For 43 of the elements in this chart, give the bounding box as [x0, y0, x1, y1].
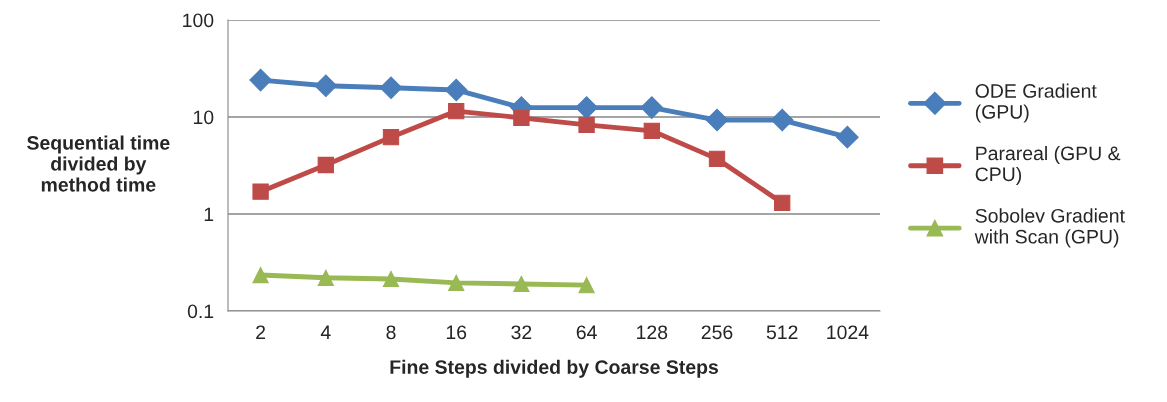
- x-tick-label: 32: [511, 325, 532, 340]
- point: [379, 76, 403, 100]
- x-tick-label: 1024: [827, 325, 869, 340]
- x-tick-label: 4: [320, 325, 331, 339]
- point: [708, 150, 726, 168]
- x-tick-label: 128: [637, 325, 668, 340]
- point: [314, 74, 338, 98]
- point: [643, 122, 660, 139]
- legend-label: ODE Gradient (GPU): [975, 83, 1097, 123]
- point: [774, 194, 791, 212]
- point: [705, 108, 729, 132]
- point: [640, 96, 664, 119]
- x-tick-label: 512: [766, 325, 798, 340]
- point: [444, 78, 468, 102]
- point: [382, 128, 400, 146]
- x-tick-label: 8: [386, 325, 396, 340]
- point: [513, 275, 530, 293]
- point: [448, 102, 465, 120]
- legend-label: Parareal (GPU & CPU): [975, 145, 1121, 186]
- point: [575, 96, 598, 119]
- x-tick-label: 256: [701, 325, 733, 340]
- point: [317, 156, 334, 174]
- x-axis-title: Fine Steps divided by Coarse Steps: [390, 359, 718, 378]
- y-tick-label: 100: [183, 13, 214, 28]
- y-tick-label: 1: [204, 207, 214, 222]
- y-tick-label: 0.1: [187, 304, 214, 319]
- y-axis-title: Sequential time divided by method time: [27, 135, 170, 192]
- x-tick-label: 2: [256, 325, 266, 339]
- x-tick-label: 16: [446, 325, 467, 340]
- point: [448, 274, 465, 292]
- point: [252, 183, 269, 200]
- point: [317, 269, 334, 286]
- point: [252, 266, 269, 284]
- x-tick-label: 64: [576, 325, 597, 340]
- point: [578, 116, 595, 134]
- point: [249, 68, 272, 92]
- point: [382, 270, 400, 288]
- point: [770, 108, 794, 132]
- point: [578, 276, 595, 294]
- y-tick-label: 10: [193, 110, 214, 125]
- legend-label: Sobolev Gradient with Scan (GPU): [974, 208, 1125, 248]
- point: [836, 125, 859, 149]
- point: [513, 109, 530, 127]
